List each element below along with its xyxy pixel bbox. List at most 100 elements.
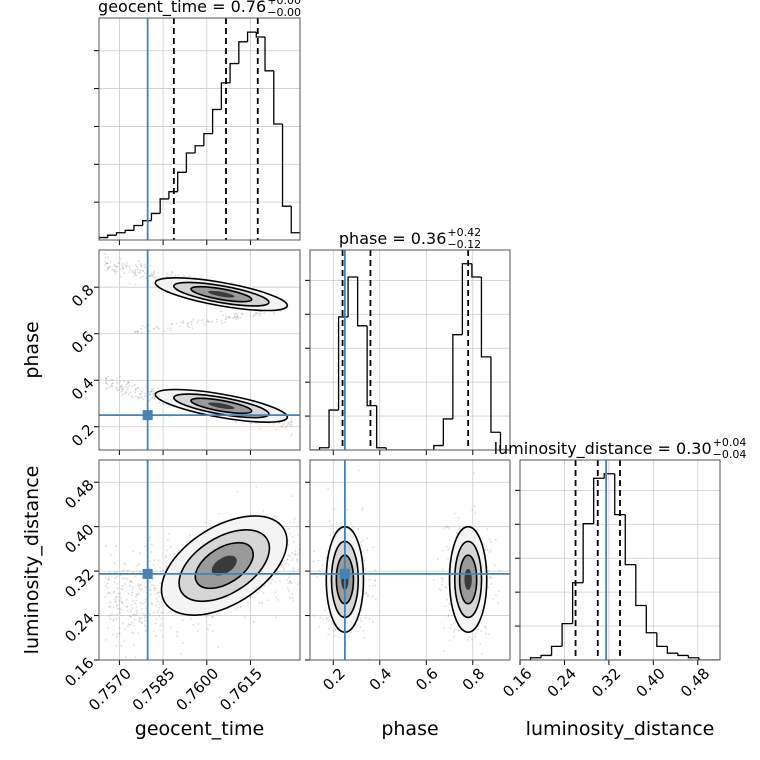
sample-point <box>371 585 374 587</box>
sample-point <box>143 616 146 619</box>
sample-point <box>361 507 364 510</box>
sample-point <box>440 583 443 586</box>
sample-point <box>129 609 132 611</box>
sample-point <box>139 396 141 399</box>
sample-point <box>116 389 119 392</box>
sample-point <box>165 554 168 557</box>
histogram-bin <box>433 444 444 450</box>
sample-point <box>488 576 491 579</box>
sample-point <box>294 553 297 555</box>
sample-point <box>108 614 110 617</box>
sample-point <box>160 611 163 614</box>
sample-point <box>441 549 444 552</box>
histogram-bin <box>603 473 615 479</box>
sample-point <box>160 601 163 603</box>
histogram-bin <box>203 133 213 146</box>
sample-point <box>334 634 337 637</box>
sample-point <box>116 604 119 607</box>
sample-point <box>126 382 129 385</box>
sample-point <box>119 275 122 278</box>
sample-point <box>118 627 121 629</box>
sample-point <box>166 549 169 552</box>
sample-point <box>327 488 329 491</box>
sample-point <box>113 270 116 273</box>
histogram-bin <box>452 334 463 419</box>
panel-frame <box>309 249 511 451</box>
sample-point <box>110 613 113 616</box>
histogram-bin <box>593 477 605 524</box>
sample-point <box>139 588 141 591</box>
sample-point <box>116 265 119 268</box>
sample-point <box>272 422 275 425</box>
histogram-bin <box>115 232 126 236</box>
sample-point <box>132 600 134 602</box>
sample-point <box>135 613 138 616</box>
sample-point <box>115 605 118 608</box>
sample-point <box>189 534 192 537</box>
sample-point <box>169 545 172 548</box>
sample-point <box>332 530 335 533</box>
sample-point <box>166 272 168 275</box>
sample-point <box>206 628 209 630</box>
sample-point <box>255 312 257 314</box>
sample-point <box>105 378 108 380</box>
sample-point <box>357 469 360 472</box>
sample-point <box>152 392 154 395</box>
sample-point <box>160 598 163 600</box>
sample-point <box>444 605 446 608</box>
sample-point <box>457 517 460 519</box>
sample-point <box>134 330 137 333</box>
sample-point <box>116 613 119 616</box>
title-main: phase = 0.36 <box>339 229 446 248</box>
title-minus: −0.12 <box>447 238 481 251</box>
sample-point <box>155 597 158 600</box>
histogram-bin <box>255 32 266 38</box>
title-luminosity_distance: luminosity_distance = 0.30 +0.04−0.04 <box>494 436 747 461</box>
sample-point <box>106 262 109 265</box>
sample-point <box>359 625 362 628</box>
y-tick-label-luminosity_distance: 0.24 <box>61 609 97 645</box>
sample-point <box>137 332 140 335</box>
sample-point <box>447 548 450 551</box>
sample-point <box>149 393 151 396</box>
sample-point <box>152 630 155 632</box>
sample-point <box>107 578 109 580</box>
histogram-bin <box>150 212 161 221</box>
sample-point <box>124 583 126 585</box>
sample-point <box>119 386 122 389</box>
sample-point <box>274 580 277 583</box>
sample-point <box>124 628 126 631</box>
sample-point <box>280 564 283 567</box>
sample-point <box>331 622 334 625</box>
sample-point <box>164 556 167 559</box>
x-tick-label-luminosity_distance: 0.40 <box>633 664 669 700</box>
sample-point <box>360 610 363 612</box>
histogram-bin <box>635 564 647 607</box>
sample-point <box>126 625 129 628</box>
histogram-bin <box>490 356 501 433</box>
sample-point <box>121 584 123 587</box>
sample-point <box>293 554 296 556</box>
sample-point <box>325 617 328 620</box>
sample-point <box>363 637 366 639</box>
sample-point <box>152 579 154 582</box>
sample-point <box>142 270 144 273</box>
sample-point <box>282 423 285 426</box>
sample-point <box>290 559 293 562</box>
sample-point <box>131 591 134 594</box>
histogram-area <box>310 250 510 450</box>
sample-point <box>236 313 239 316</box>
sample-point <box>153 398 156 401</box>
sample-point <box>447 527 450 529</box>
sample-point <box>144 545 147 547</box>
panel-luminosity_distance-vs-luminosity_distance <box>515 459 721 665</box>
sample-point <box>119 267 121 270</box>
sample-point <box>346 508 349 511</box>
sample-point <box>179 325 181 328</box>
truth-marker <box>142 410 153 421</box>
sample-point <box>181 321 184 324</box>
sample-point <box>106 387 108 389</box>
sample-point <box>436 558 439 561</box>
sample-point <box>128 282 131 285</box>
sample-point <box>197 623 200 625</box>
